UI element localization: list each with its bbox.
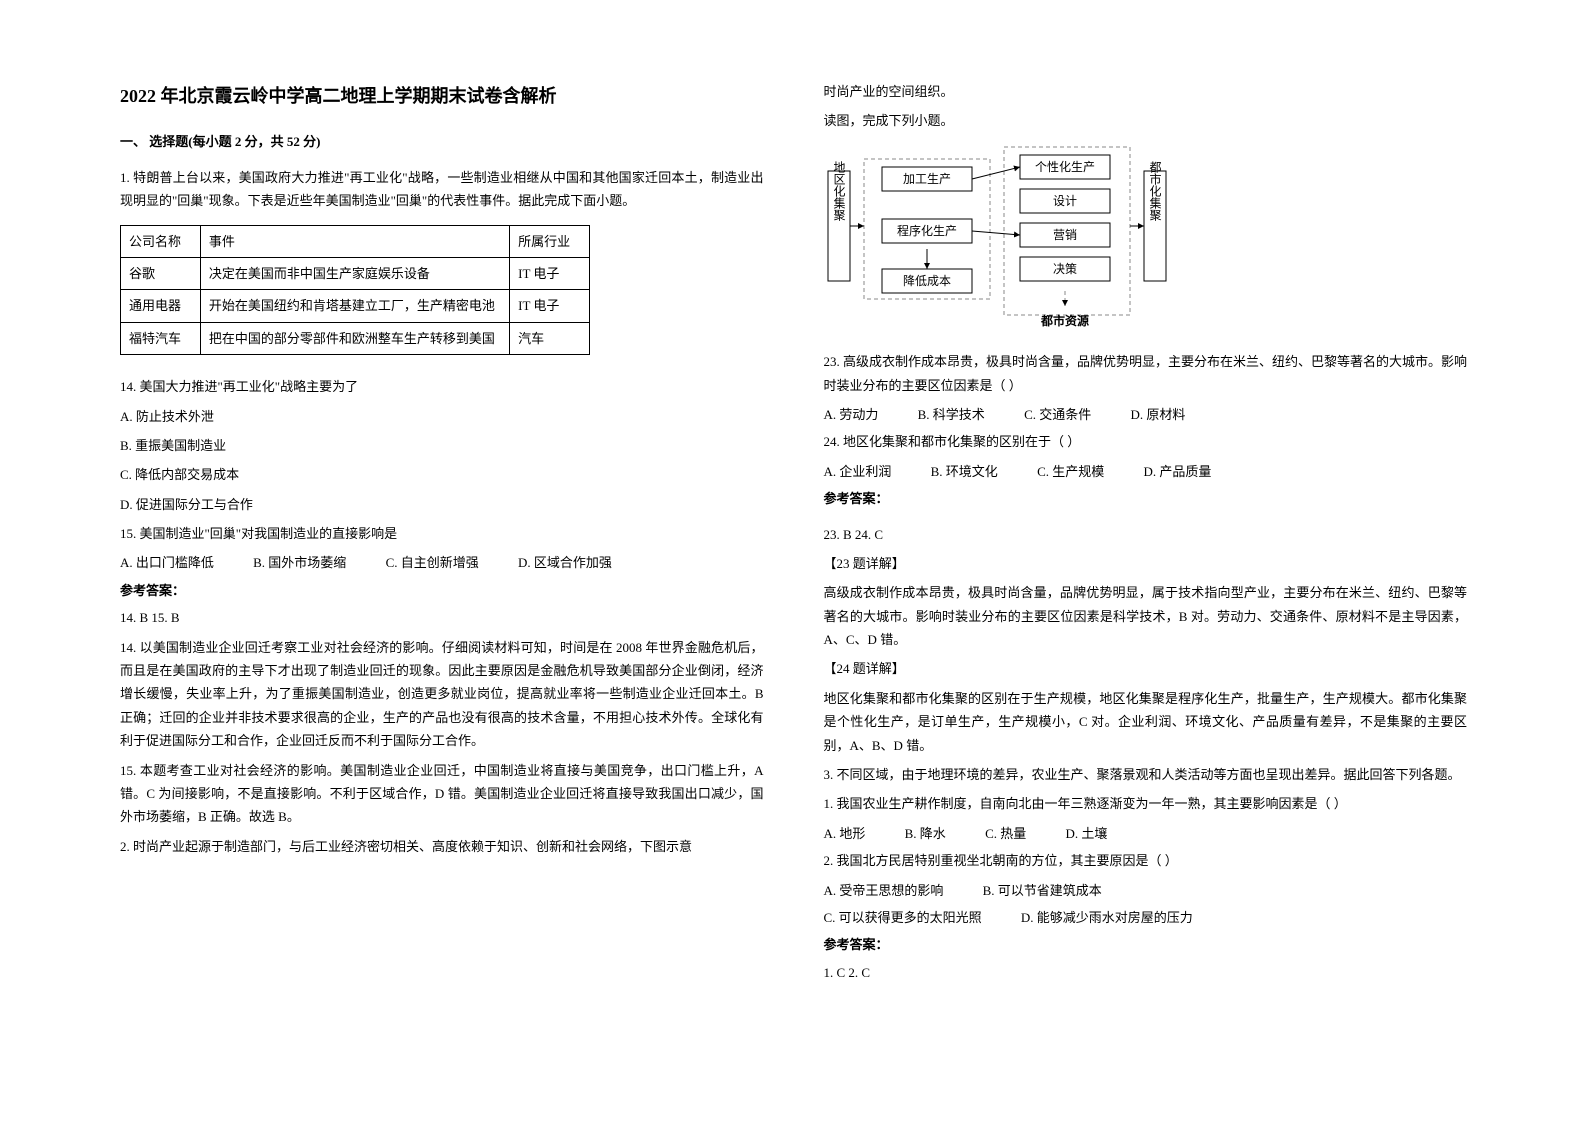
q2-intro: 2. 时尚产业起源于制造部门，与后工业经济密切相关、高度依赖于知识、创新和社会网… [120,835,764,858]
th-company: 公司名称 [121,225,201,257]
table-row: 福特汽车 把在中国的部分零部件和欧洲整车生产转移到美国 汽车 [121,322,590,354]
exp24-label: 【24 题详解】 [824,657,1468,680]
ans-23-24: 23. B 24. C [824,523,1468,546]
ans-14-15: 14. B 15. B [120,606,764,629]
left-column: 2022 年北京霞云岭中学高二地理上学期期末试卷含解析 一、 选择题(每小题 2… [120,80,764,1082]
q3-2-text: 2. 我国北方民居特别重视坐北朝南的方位，其主要原因是（ ） [824,849,1468,872]
svg-text:营销: 营销 [1052,228,1076,242]
q2-readfig: 读图，完成下列小题。 [824,109,1468,132]
q3-2-options-cd: C. 可以获得更多的太阳光照 D. 能够减少雨水对房屋的压力 [824,906,1468,929]
exp-23: 高级成衣制作成本昂贵，极具时尚含量，品牌优势明显，属于技术指向型产业，主要分布在… [824,581,1468,651]
answer-label-3: 参考答案： [824,933,1468,956]
q14-text: 14. 美国大力推进"再工业化"战略主要为了 [120,375,764,398]
q2-intro2: 时尚产业的空间组织。 [824,80,1468,103]
svg-text:都市资源: 都市资源 [1039,313,1088,328]
answer-label: 参考答案： [120,579,764,602]
flow-diagram: 地区化集聚 都市化集聚 加工生产 个性化生产 设计 程序化生产 营销 [824,141,1468,338]
exp-15: 15. 本题考查工业对社会经济的影响。美国制造业企业回迁，中国制造业将直接与美国… [120,759,764,829]
q3-2-options-ab: A. 受帝王思想的影响 B. 可以节省建筑成本 [824,879,1468,902]
q23-options: A. 劳动力 B. 科学技术 C. 交通条件 D. 原材料 [824,403,1468,426]
q15-options: A. 出口门槛降低 B. 国外市场萎缩 C. 自主创新增强 D. 区域合作加强 [120,551,764,574]
section-header: 一、 选择题(每小题 2 分，共 52 分) [120,130,764,153]
company-table: 公司名称 事件 所属行业 谷歌 决定在美国而非中国生产家庭娱乐设备 IT 电子 … [120,225,590,356]
q14-opt-d: D. 促进国际分工与合作 [120,493,764,516]
exp-24: 地区化集聚和都市化集聚的区别在于生产规模，地区化集聚是程序化生产，批量生产，生产… [824,687,1468,757]
q1-intro: 1. 特朗普上台以来，美国政府大力推进"再工业化"战略，一些制造业相继从中国和其… [120,166,764,213]
table-row: 谷歌 决定在美国而非中国生产家庭娱乐设备 IT 电子 [121,257,590,289]
ans-3: 1. C 2. C [824,961,1468,984]
table-row: 通用电器 开始在美国纽约和肯塔基建立工厂，生产精密电池 IT 电子 [121,290,590,322]
svg-text:程序化生产: 程序化生产 [896,223,956,238]
q3-intro: 3. 不同区域，由于地理环境的差异，农业生产、聚落景观和人类活动等方面也呈现出差… [824,763,1468,786]
q23-text: 23. 高级成衣制作成本昂贵，极具时尚含量，品牌优势明显，主要分布在米兰、纽约、… [824,350,1468,397]
svg-text:加工生产: 加工生产 [902,172,950,186]
table-header-row: 公司名称 事件 所属行业 [121,225,590,257]
q15-text: 15. 美国制造业"回巢"对我国制造业的直接影响是 [120,522,764,545]
q3-1-text: 1. 我国农业生产耕作制度，自南向北由一年三熟逐渐变为一年一熟，其主要影响因素是… [824,792,1468,815]
svg-text:地区化集聚: 地区化集聚 [832,160,846,221]
exp23-label: 【23 题详解】 [824,552,1468,575]
svg-text:个性化生产: 个性化生产 [1034,160,1094,174]
right-column: 时尚产业的空间组织。 读图，完成下列小题。 地区化集聚 都市化集聚 加工生产 个… [824,80,1468,1082]
th-industry: 所属行业 [510,225,590,257]
svg-text:降低成本: 降低成本 [902,274,950,288]
exp-14: 14. 以美国制造业企业回迁考察工业对社会经济的影响。仔细阅读材料可知，时间是在… [120,636,764,753]
q24-text: 24. 地区化集聚和都市化集聚的区别在于（ ） [824,430,1468,453]
q24-options: A. 企业利润 B. 环境文化 C. 生产规模 D. 产品质量 [824,460,1468,483]
q14-opt-c: C. 降低内部交易成本 [120,463,764,486]
q14-opt-b: B. 重振美国制造业 [120,434,764,457]
q3-1-options: A. 地形 B. 降水 C. 热量 D. 土壤 [824,822,1468,845]
q14-opt-a: A. 防止技术外泄 [120,405,764,428]
exam-title: 2022 年北京霞云岭中学高二地理上学期期末试卷含解析 [120,80,764,112]
th-event: 事件 [200,225,509,257]
svg-text:设计: 设计 [1052,194,1076,208]
answer-label-2: 参考答案： [824,487,1468,510]
svg-text:都市化集聚: 都市化集聚 [1148,160,1162,221]
svg-text:决策: 决策 [1052,262,1076,276]
